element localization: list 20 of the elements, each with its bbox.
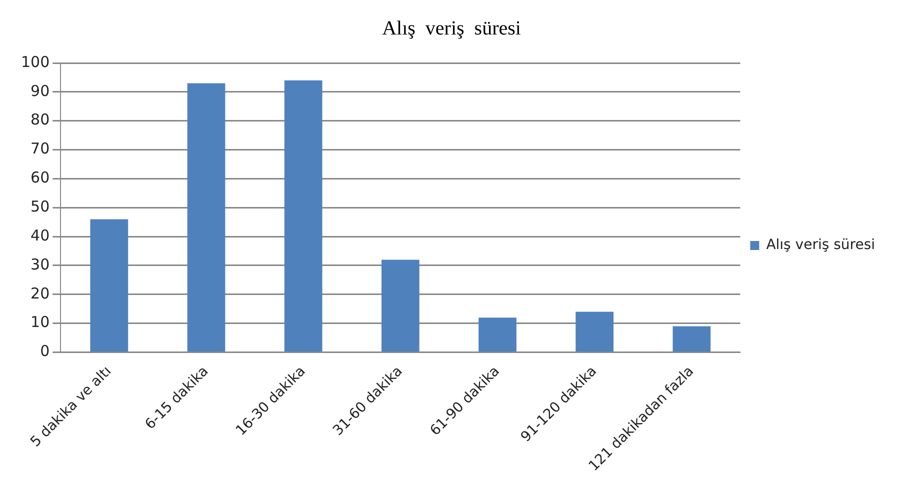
- y-tick-label: 40: [30, 226, 50, 244]
- y-tick-label: 60: [30, 168, 50, 187]
- y-tick-label: 20: [30, 284, 50, 302]
- bar: [576, 312, 614, 352]
- legend-label: Alış veriş süresi: [766, 237, 876, 254]
- bar: [284, 80, 322, 352]
- bar: [672, 326, 711, 352]
- bar: [187, 83, 226, 352]
- y-tick-label: 70: [30, 140, 50, 158]
- y-tick-label: 30: [30, 255, 50, 274]
- chart-title: Alış veriş süresi: [382, 17, 522, 40]
- y-tick-label: 100: [20, 52, 50, 71]
- bar: [381, 260, 420, 352]
- y-tick-label: 90: [30, 82, 50, 100]
- bar: [478, 318, 516, 352]
- y-tick-label: 10: [30, 313, 50, 332]
- bar: [90, 219, 128, 352]
- y-tick-label: 80: [30, 110, 50, 129]
- y-tick-label: 0: [40, 342, 50, 360]
- y-tick-label: 50: [30, 198, 50, 216]
